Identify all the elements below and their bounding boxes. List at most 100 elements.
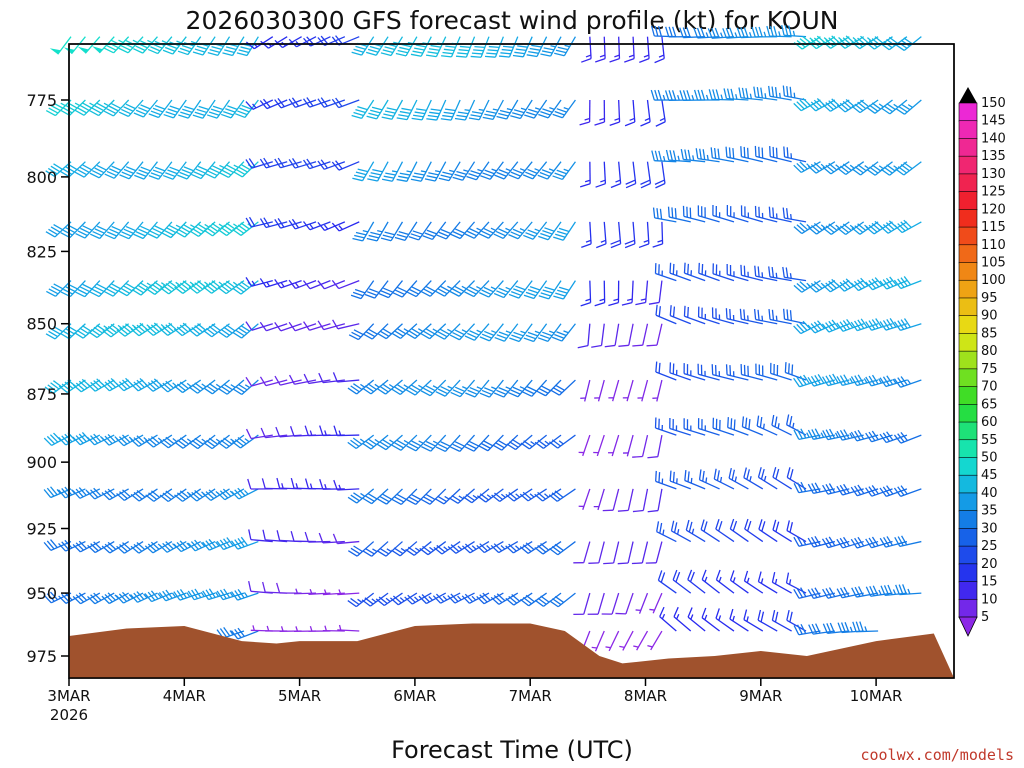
barb-half-feather [530, 441, 536, 446]
barb-feather [811, 483, 818, 493]
barb-feather [396, 233, 408, 239]
barb-feather [302, 221, 311, 231]
barb-feather [117, 289, 128, 297]
barb-feather [618, 344, 629, 347]
barb-staff [715, 528, 735, 543]
barb-feather [814, 587, 821, 598]
barb-feather [654, 25, 659, 37]
barb-feather [617, 509, 629, 512]
barb-feather [505, 597, 515, 606]
barb-feather [831, 319, 840, 329]
barb-feather [775, 468, 780, 480]
barb-feather [479, 392, 490, 398]
barb-feather [554, 333, 565, 339]
barb-staff [241, 161, 259, 178]
y-tick-label: 975 [26, 647, 57, 666]
barb-half-feather [591, 646, 597, 649]
barb-feather [469, 440, 480, 447]
barb-feather [893, 487, 902, 497]
barb-feather [617, 562, 629, 565]
wind-barb [512, 36, 533, 58]
wind-barb [865, 430, 893, 443]
barb-feather [237, 327, 248, 335]
barb-feather [407, 546, 418, 554]
barb-feather [902, 584, 907, 595]
barb-half-feather [834, 432, 839, 438]
barb-feather [478, 233, 489, 239]
barb-staff [744, 580, 764, 594]
barb-half-feather [186, 592, 191, 598]
barb-staff [414, 323, 432, 339]
barb-feather [150, 46, 161, 52]
barb-feather [836, 430, 843, 441]
barb-feather [793, 284, 803, 293]
barb-feather [542, 289, 553, 294]
barb-feather [482, 172, 493, 178]
barb-feather [179, 324, 189, 333]
barb-feather [354, 288, 366, 294]
barb-feather [880, 168, 890, 176]
barb-half-feather [563, 106, 569, 110]
wind-barb [378, 280, 403, 299]
barb-half-feather [200, 591, 205, 597]
barb-half-feather [614, 117, 620, 121]
barb-staff [294, 161, 317, 169]
colorbar-swatch [958, 563, 978, 583]
barb-feather [527, 229, 538, 235]
barb-feather [825, 588, 832, 598]
barb-half-feather [143, 437, 149, 442]
barb-feather [91, 107, 102, 114]
barb-feather [381, 116, 393, 120]
barb-feather [646, 344, 658, 347]
barb-feather [525, 594, 535, 603]
barb-half-feather [229, 591, 234, 597]
barb-feather [655, 470, 657, 482]
wind-barb [670, 520, 692, 543]
barb-staff [669, 272, 691, 282]
wind-barb [484, 36, 504, 58]
barb-half-feather [172, 382, 178, 387]
barb-feather [813, 223, 823, 231]
barb-staff [596, 434, 605, 457]
barb-feather [883, 537, 890, 547]
barb-feather [552, 113, 563, 119]
barb-feather [811, 429, 818, 439]
barb-staff [842, 379, 864, 387]
barb-staff [547, 99, 562, 119]
barb-feather [452, 288, 462, 295]
wind-barb [594, 379, 605, 402]
wind-barb [75, 280, 101, 298]
barb-feather [207, 51, 219, 56]
colorbar: 1501451401351301251201151101051009590858… [958, 87, 1006, 637]
barb-feather [104, 435, 113, 444]
barb-feather [109, 168, 120, 174]
wind-barb [189, 221, 216, 237]
wind-barb [879, 485, 908, 498]
wind-barb [468, 99, 490, 121]
wind-barb [232, 221, 259, 236]
barb-feather [452, 389, 463, 395]
wind-barb [493, 221, 519, 239]
barb-feather [672, 569, 678, 581]
wind-barb [740, 364, 763, 381]
wind-barb [679, 27, 706, 39]
barb-staff [900, 279, 922, 290]
x-tick-label: 4MAR [163, 687, 206, 705]
barb-feather [817, 320, 825, 329]
barb-feather [248, 580, 252, 592]
barb-feather [62, 229, 73, 236]
wind-barb [727, 417, 749, 436]
barb-feather [404, 596, 413, 605]
barb-feather [219, 490, 229, 499]
wind-barb [77, 36, 101, 54]
barb-feather [729, 518, 735, 530]
wind-barb [381, 161, 404, 182]
barb-staff [857, 323, 879, 332]
barb-feather [580, 301, 591, 307]
wind-barb [679, 90, 706, 101]
wind-barb [551, 323, 576, 342]
wind-barb [203, 434, 230, 450]
barb-feather [236, 52, 248, 57]
x-tick-label: 8MAR [624, 687, 667, 705]
wind-barb [144, 378, 173, 392]
